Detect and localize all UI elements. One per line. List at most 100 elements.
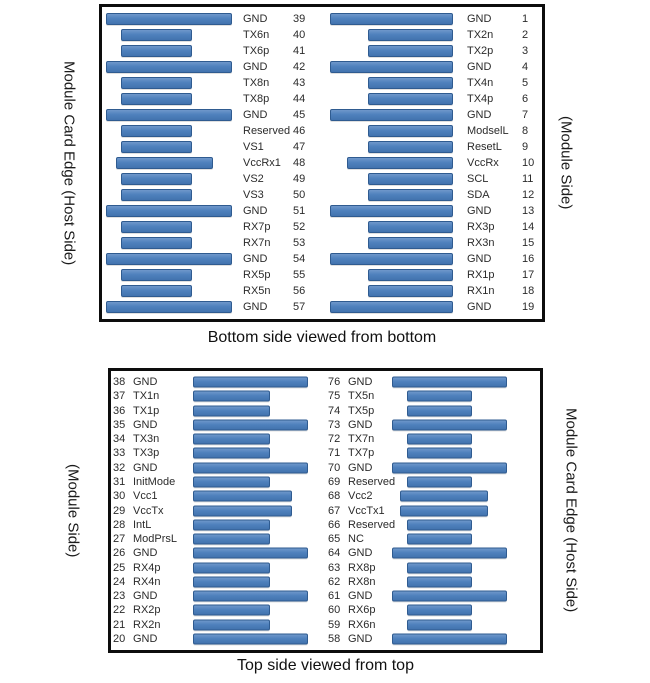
pin-row-58: 58 GND (328, 632, 538, 646)
pin-pad-11 (368, 173, 453, 185)
pad-zone (106, 235, 241, 251)
pin-pad-26 (193, 547, 308, 559)
pin-pad-25 (193, 562, 270, 574)
bottom-side-caption: Bottom side viewed from bottom (207, 329, 437, 346)
pin-pad-20 (193, 633, 308, 645)
pin-row-47: VS1 47 (106, 139, 338, 155)
pin-pad-27 (193, 533, 270, 545)
pin-pad-34 (193, 433, 270, 445)
pin-name: TX8n (243, 77, 270, 89)
pin-name: GND (467, 205, 492, 217)
pin-number: 39 (293, 13, 306, 25)
pin-name: RX7p (243, 221, 271, 233)
pin-row-29: 29 VccTx (113, 503, 331, 517)
pin-row-19: GND 19 (330, 299, 540, 315)
pin-number: 16 (522, 253, 535, 265)
pin-name: GND (133, 590, 158, 603)
pin-pad-10 (347, 157, 453, 169)
pin-pad-43 (121, 77, 192, 89)
pin-name: RX3n (467, 237, 495, 249)
pin-pad-73 (392, 419, 507, 431)
pin-row-1: GND 1 (330, 11, 540, 27)
pad-zone (330, 203, 453, 219)
pin-pad-19 (330, 301, 453, 313)
pin-number: 57 (293, 301, 306, 313)
pin-pad-2 (368, 29, 453, 41)
pin-row-43: TX8n 43 (106, 75, 338, 91)
pin-row-33: 33 TX3p (113, 446, 331, 460)
pin-number: 71 (328, 447, 341, 460)
pad-zone (106, 43, 241, 59)
pin-name: GND (467, 109, 492, 121)
pin-number: 31 (113, 475, 126, 488)
pin-name: GND (348, 418, 373, 431)
pin-row-68: 68 Vcc2 (328, 489, 538, 503)
pad-zone (330, 139, 453, 155)
pad-zone (191, 560, 313, 574)
pin-number: 26 (113, 547, 126, 560)
pin-pad-55 (121, 269, 192, 281)
pin-pad-54 (106, 253, 232, 265)
pin-number: 5 (522, 77, 529, 89)
top-left-edge-label: Module Card Edge (Host Side) (60, 60, 78, 266)
pin-name: RX1n (467, 285, 495, 297)
pin-name: RX2n (133, 618, 161, 631)
pin-row-69: 69 Reserved (328, 475, 538, 489)
pin-number: 14 (522, 221, 535, 233)
pin-number: 65 (328, 533, 341, 546)
pad-zone (106, 203, 241, 219)
pin-number: 44 (293, 93, 306, 105)
pin-number: 18 (522, 285, 535, 297)
pin-row-32: 32 GND (113, 461, 331, 475)
pad-zone (330, 155, 453, 171)
pin-number: 30 (113, 490, 126, 503)
pad-zone (390, 375, 510, 389)
pad-zone (330, 283, 453, 299)
pin-number: 19 (522, 301, 535, 313)
pad-zone (191, 575, 313, 589)
top-side-pinout-box: 38 GND 37 TX1n 36 TX1p 35 GND 34 TX3n 33 TX3p 32 GND 3… (108, 368, 543, 653)
pin-pad-1 (330, 13, 453, 25)
pin-name: GND (243, 253, 268, 265)
pin-number: 45 (293, 109, 306, 121)
pin-row-56: RX5n 56 (106, 283, 338, 299)
pin-name: TX3p (133, 447, 160, 460)
pin-name: VccRx (467, 157, 499, 169)
pin-number: 4 (522, 61, 529, 73)
pin-pad-59 (407, 619, 472, 631)
pin-pad-49 (121, 173, 192, 185)
pin-pad-33 (193, 447, 270, 459)
pin-name: TX1n (133, 390, 160, 403)
pin-row-36: 36 TX1p (113, 404, 331, 418)
pin-number: 41 (293, 45, 306, 57)
pin-row-51: GND 51 (106, 203, 338, 219)
pin-pad-13 (330, 205, 453, 217)
pad-zone (330, 267, 453, 283)
pad-zone (330, 43, 453, 59)
pin-name: GND (348, 632, 373, 645)
pin-name: VccTx (133, 504, 164, 517)
pin-pad-32 (193, 462, 308, 474)
pin-row-35: 35 GND (113, 418, 331, 432)
pin-pad-7 (330, 109, 453, 121)
pin-row-16: GND 16 (330, 251, 540, 267)
pad-zone (390, 546, 510, 560)
pin-name: RX8p (348, 561, 376, 574)
pin-number: 23 (113, 590, 126, 603)
pad-zone (390, 603, 510, 617)
pin-row-54: GND 54 (106, 251, 338, 267)
pin-row-12: SDA 12 (330, 187, 540, 203)
pin-row-21: 21 RX2n (113, 618, 331, 632)
pin-number: 58 (328, 632, 341, 645)
pad-zone (191, 589, 313, 603)
pin-pad-70 (392, 462, 507, 474)
pin-pad-31 (193, 476, 270, 488)
pin-row-37: 37 TX1n (113, 389, 331, 403)
pin-pad-28 (193, 519, 270, 531)
pin-name: Vcc2 (348, 490, 373, 503)
pad-zone (191, 418, 313, 432)
pin-number: 22 (113, 604, 126, 617)
pin-number: 53 (293, 237, 306, 249)
pin-number: 37 (113, 390, 126, 403)
pad-zone (191, 446, 313, 460)
